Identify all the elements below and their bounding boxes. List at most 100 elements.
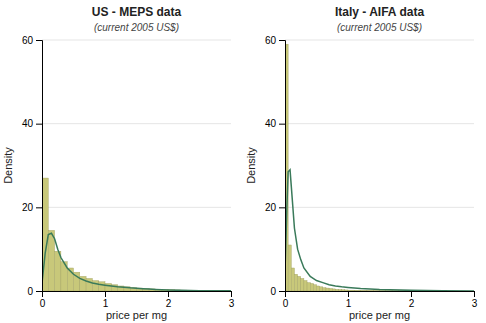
tick-mark	[348, 291, 349, 297]
grid-line	[42, 207, 231, 208]
tick-mark	[168, 291, 169, 297]
histogram-bar	[99, 282, 105, 291]
histogram-bar	[310, 283, 313, 291]
grid-line	[285, 207, 474, 208]
tick-mark	[231, 291, 232, 297]
tick: 40	[265, 118, 285, 129]
tick-label: 1	[103, 298, 109, 309]
subtitle: (current 2005 US$)	[94, 22, 179, 33]
grid	[285, 40, 474, 291]
tick: 2	[166, 291, 172, 309]
tick-label: 3	[229, 298, 235, 309]
histogram-bar	[48, 230, 54, 291]
tick: 40	[22, 118, 42, 129]
chart: 01230204060US - MEPS data(current 2005 U…	[0, 0, 486, 323]
grid	[42, 40, 231, 291]
y-axis: 0 20 40 60	[265, 35, 286, 297]
histogram-bar	[298, 276, 301, 291]
tick: 60	[265, 35, 285, 46]
tick-label: 60	[265, 35, 277, 46]
histogram-bar	[348, 290, 354, 291]
tick: 60	[22, 35, 42, 46]
tick-mark	[36, 124, 42, 125]
tick-label: 0	[27, 286, 33, 297]
tick-label: 0	[270, 286, 276, 297]
histogram-bar	[55, 251, 61, 291]
tick-mark	[279, 124, 285, 125]
histogram-bar	[307, 283, 310, 291]
tick: 20	[265, 202, 285, 213]
axis-line	[279, 41, 286, 292]
tick-label: 2	[409, 298, 415, 309]
density-line	[285, 170, 474, 291]
tick-mark	[279, 291, 285, 292]
histogram-bar	[329, 288, 332, 291]
tick: 1	[103, 291, 109, 309]
subtitle: (current 2005 US$)	[337, 22, 422, 33]
tick-label: 0	[40, 298, 46, 309]
tick-label: 0	[283, 298, 289, 309]
density-line	[42, 233, 231, 291]
y-axis-label: Density	[2, 147, 14, 184]
tick-label: 60	[22, 35, 34, 46]
histogram-bar	[313, 285, 316, 291]
histogram-bar	[323, 288, 326, 291]
tick: 20	[22, 202, 42, 213]
tick-mark	[279, 207, 285, 208]
x-axis-label: price per mg	[349, 309, 410, 321]
tick: 0	[40, 291, 46, 309]
histogram-bar	[320, 287, 323, 291]
tick-label: 3	[472, 298, 478, 309]
histogram-bar	[342, 290, 345, 291]
histogram-bar	[304, 281, 307, 291]
tick: 3	[472, 291, 478, 309]
histogram-bar	[86, 278, 92, 291]
panel: 0 1 2 3 0 20 40 60 Italy - AIFA data (current 200…	[245, 5, 478, 321]
tick-label: 20	[22, 202, 34, 213]
tick-label: 40	[22, 118, 34, 129]
tick-mark	[36, 40, 42, 41]
x-axis: 0 1 2 3	[40, 291, 235, 309]
tick: 0	[283, 291, 289, 309]
y-axis-label: Density	[245, 147, 257, 184]
histogram-bar	[301, 278, 304, 291]
y-axis: 0 20 40 60	[22, 35, 43, 297]
histogram-bar	[367, 290, 373, 291]
tick-mark	[36, 207, 42, 208]
tick-mark	[474, 291, 475, 297]
axis-line	[43, 292, 232, 298]
tick-mark	[105, 291, 106, 297]
title: US - MEPS data	[92, 5, 182, 19]
title: Italy - AIFA data	[335, 5, 424, 19]
histogram-bar	[345, 290, 348, 291]
histogram-bar	[335, 289, 338, 291]
histogram-bar	[339, 290, 342, 291]
grid-line	[285, 123, 474, 124]
plot-area	[42, 178, 231, 291]
plot-area	[285, 44, 474, 291]
tick-mark	[279, 40, 285, 41]
grid-line	[42, 123, 231, 124]
histogram-bar	[332, 289, 335, 291]
tick-mark	[411, 291, 412, 297]
tick: 3	[229, 291, 235, 309]
x-axis: 0 1 2 3	[283, 291, 478, 309]
histogram-bar	[326, 288, 329, 291]
grid-line	[42, 40, 231, 41]
tick-label: 20	[265, 202, 277, 213]
tick: 0	[270, 286, 285, 297]
tick: 2	[409, 291, 415, 309]
histogram-bar	[92, 281, 98, 291]
histogram-bar	[291, 268, 294, 291]
tick-label: 1	[346, 298, 352, 309]
tick-mark	[36, 291, 42, 292]
axis-line	[36, 41, 43, 292]
tick: 1	[346, 291, 352, 309]
tick: 0	[27, 286, 42, 297]
histogram-bar	[288, 245, 291, 291]
histogram-bar	[294, 274, 297, 291]
panel: 0 1 2 3 0 20 40 60 US - MEPS data (current 2005 U…	[2, 5, 235, 321]
histogram-bar	[317, 286, 320, 291]
axis-line	[286, 292, 475, 298]
tick-label: 40	[265, 118, 277, 129]
